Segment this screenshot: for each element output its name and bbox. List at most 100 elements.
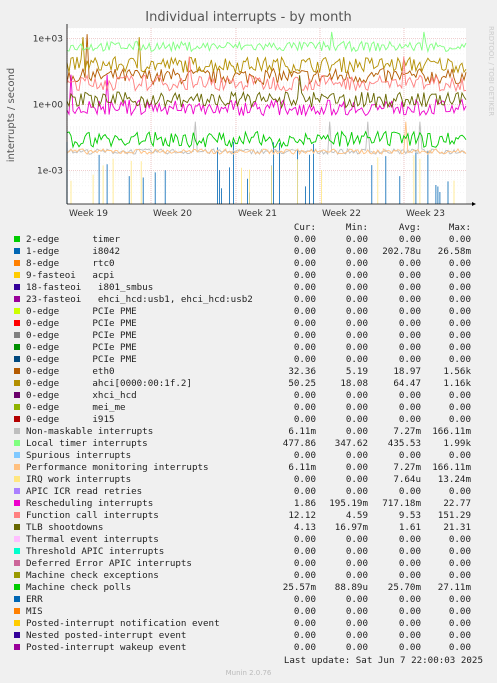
series-line-17: [66, 31, 467, 54]
legend-max-value: 1.99k: [443, 438, 471, 449]
legend-cur-value: 0.00: [293, 390, 316, 401]
legend-avg-value: 0.00: [398, 294, 421, 305]
legend-row: Machine check polls 25.57m 88.89u 25.70m 27.…: [0, 582, 497, 594]
legend-swatch: [14, 296, 20, 302]
legend-row: 0-edge PCIe PME 0.00 0.00 0.00 0.00: [0, 318, 497, 330]
legend-row: Local timer interrupts 477.86 347.62 435.53…: [0, 438, 497, 450]
legend-min-value: 0.00: [345, 354, 368, 365]
legend-avg-value: 0.00: [398, 402, 421, 413]
legend-min-value: 0.00: [345, 246, 368, 257]
legend-label: Threshold APIC interrupts: [26, 546, 165, 557]
legend-max-value: 0.00: [448, 558, 471, 569]
legend-swatch: [14, 548, 20, 554]
legend-label: 0-edge ahci[0000:00:1f.2]: [26, 378, 192, 389]
legend-swatch: [14, 560, 20, 566]
legend-label: Machine check polls: [26, 582, 132, 593]
legend-max-value: 0.00: [448, 294, 471, 305]
legend-label: 0-edge mei_me: [26, 402, 126, 413]
legend-cur-value: 0.00: [293, 354, 316, 365]
legend-swatch: [14, 260, 20, 266]
legend-max-value: 0.00: [448, 354, 471, 365]
legend-min-value: 0.00: [345, 414, 368, 425]
legend-avg-value: 0.00: [398, 570, 421, 581]
legend-row: 2-edge timer 0.00 0.00 0.00 0.00: [0, 234, 497, 246]
legend-swatch: [14, 536, 20, 542]
legend-avg-value: 717.18m: [382, 498, 421, 509]
legend-max-value: 0.00: [448, 642, 471, 653]
legend-max-value: 0.00: [448, 390, 471, 401]
legend-swatch: [14, 512, 20, 518]
legend-max-value: 0.00: [448, 618, 471, 629]
legend-row: Posted-interrupt wakeup event 0.00 0.00 0.0…: [0, 642, 497, 654]
legend-swatch: [14, 488, 20, 494]
legend-row: ERR 0.00 0.00 0.00 0.00: [0, 594, 497, 606]
legend-cur-value: 0.00: [293, 270, 316, 281]
legend-min-value: 0.00: [345, 606, 368, 617]
legend-avg-value: 0.00: [398, 618, 421, 629]
legend-swatch: [14, 416, 20, 422]
legend-cur-value: 6.11m: [288, 426, 316, 437]
legend-avg-value: 18.97: [393, 366, 421, 377]
legend-label: Thermal event interrupts: [26, 534, 159, 545]
legend-cur-value: 12.12: [288, 510, 316, 521]
legend-max-value: 0.00: [448, 306, 471, 317]
x-axis-arrow: [472, 202, 476, 206]
legend-min-value: 0.00: [345, 258, 368, 269]
legend-avg-value: 0.00: [398, 546, 421, 557]
legend-avg-value: 0.00: [398, 330, 421, 341]
y-axis-label: interrupts / second: [6, 68, 17, 162]
legend-swatch: [14, 608, 20, 614]
legend-max-value: 0.00: [448, 342, 471, 353]
legend-min-value: 0.00: [345, 534, 368, 545]
legend-cur-value: 0.00: [293, 534, 316, 545]
legend-cur-value: 0.00: [293, 618, 316, 629]
rrdtool-credit: RRDTOOL / TOBI OETIKER: [487, 26, 495, 116]
legend-label: Spurious interrupts: [26, 450, 132, 461]
legend-avg-value: 0.00: [398, 234, 421, 245]
legend-max-value: 0.00: [448, 234, 471, 245]
legend-max-value: 0.00: [448, 330, 471, 341]
legend-avg-value: 0.00: [398, 630, 421, 641]
legend-header: Cur: Min: Avg: Max:: [0, 222, 497, 234]
legend-min-value: 88.89u: [334, 582, 368, 593]
legend-swatch: [14, 500, 20, 506]
legend-max-value: 0.00: [448, 594, 471, 605]
legend-min-value: 0.00: [345, 234, 368, 245]
legend-row: MIS 0.00 0.00 0.00 0.00: [0, 606, 497, 618]
chart-plot: 1e+03 1e+00 1e-03 Week 19 Week 20 Week 21 Week…: [6, 24, 495, 219]
legend-row: 0-edge PCIe PME 0.00 0.00 0.00 0.00: [0, 342, 497, 354]
legend-cur-value: 0.00: [293, 558, 316, 569]
legend-min-value: 0.00: [345, 618, 368, 629]
legend-cur-value: 0.00: [293, 642, 316, 653]
legend-label: 9-fasteoi acpi: [26, 270, 115, 281]
legend-min-value: 0.00: [345, 390, 368, 401]
legend-label: 2-edge timer: [26, 234, 121, 245]
x-tick-label: Week 20: [153, 209, 192, 219]
legend-cur-value: 0.00: [293, 414, 316, 425]
legend-label: 1-edge i8042: [26, 246, 121, 257]
legend-row: 0-edge i915 0.00 0.00 0.00 0.00: [0, 414, 497, 426]
legend-avg-value: 0.00: [398, 606, 421, 617]
legend-label: 18-fasteoi i801_smbus: [26, 282, 154, 293]
x-tick-label: Week 23: [406, 209, 445, 219]
legend-min-value: 0.00: [345, 282, 368, 293]
legend-label: 0-edge PCIe PME: [26, 354, 137, 365]
legend-swatch: [14, 236, 20, 242]
series-line-11: [66, 34, 467, 86]
legend-cur-value: 6.11m: [288, 462, 316, 473]
legend-cur-value: 0.00: [293, 570, 316, 581]
legend-max-value: 1.56k: [443, 366, 471, 377]
legend-avg-value: 0.00: [398, 450, 421, 461]
x-tick-label: Week 19: [69, 209, 108, 219]
legend-swatch: [14, 644, 20, 650]
legend-swatch: [14, 464, 20, 470]
legend-min-value: 0.00: [345, 306, 368, 317]
legend-cur-value: 0.00: [293, 246, 316, 257]
legend-cur-value: 4.13: [293, 522, 316, 533]
legend-row: 0-edge mei_me 0.00 0.00 0.00 0.00: [0, 402, 497, 414]
legend-avg-value: 9.53: [398, 510, 421, 521]
legend-max-value: 0.00: [448, 570, 471, 581]
legend-min-value: 0.00: [345, 558, 368, 569]
legend-cur-value: 0.00: [293, 318, 316, 329]
legend-swatch: [14, 524, 20, 530]
